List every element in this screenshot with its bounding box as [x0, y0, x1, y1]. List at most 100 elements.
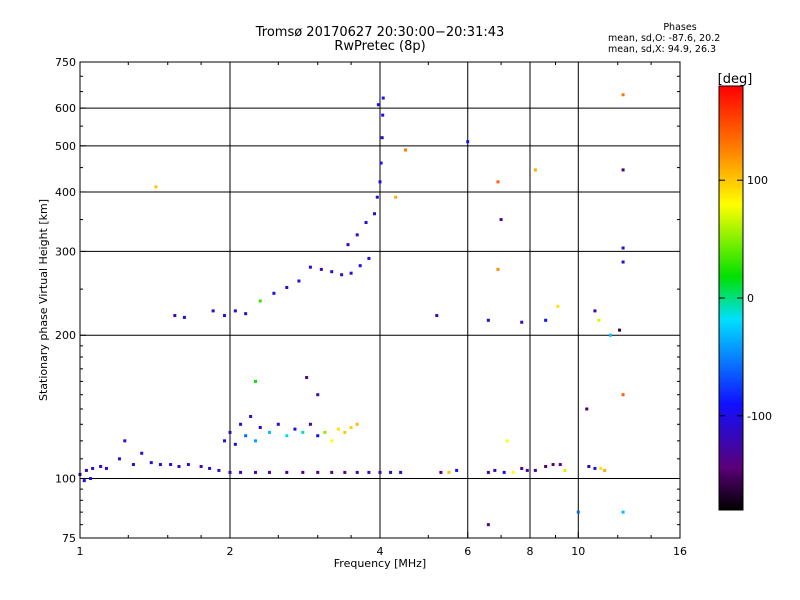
echo-point — [587, 464, 591, 468]
echo-point — [228, 470, 232, 474]
y-tick-label: 300 — [55, 245, 76, 258]
echo-point — [301, 430, 305, 434]
echo-point — [502, 470, 506, 474]
echo-point — [380, 136, 384, 140]
echo-point — [82, 479, 86, 483]
echo-point — [154, 185, 158, 189]
y-tick-label: 750 — [55, 56, 76, 69]
echo-point — [544, 464, 548, 468]
echo-point — [244, 312, 248, 316]
echo-point — [99, 464, 103, 468]
echo-point — [293, 427, 297, 431]
echo-point — [253, 439, 257, 443]
echo-point — [223, 439, 227, 443]
echo-point — [496, 267, 500, 271]
echo-point — [253, 379, 257, 383]
echo-point — [486, 523, 490, 527]
y-tick-label: 100 — [55, 473, 76, 486]
echo-point — [533, 468, 537, 472]
echo-point — [621, 168, 625, 172]
x-tick-label: 6 — [464, 545, 471, 558]
echo-point — [403, 148, 407, 152]
echo-point — [355, 233, 359, 237]
y-tick-label: 500 — [55, 140, 76, 153]
x-tick-label: 4 — [377, 545, 384, 558]
echo-point — [182, 315, 186, 319]
echo-point — [301, 470, 305, 474]
echo-point — [319, 267, 323, 271]
echo-point — [618, 328, 622, 332]
echo-point — [466, 140, 470, 144]
echo-point — [621, 260, 625, 264]
y-tick-label: 200 — [55, 329, 76, 342]
echo-point — [499, 218, 503, 222]
colorbar-label: [deg] — [718, 72, 753, 87]
echo-point — [131, 463, 135, 467]
echo-point — [267, 430, 271, 434]
echo-point — [597, 318, 601, 322]
echo-point — [379, 161, 383, 165]
echo-point — [249, 414, 253, 418]
echo-point — [563, 468, 567, 472]
echo-point — [285, 470, 289, 474]
echo-point — [373, 212, 377, 216]
echo-point — [123, 439, 127, 443]
echo-point — [349, 425, 353, 429]
echo-point — [533, 168, 537, 172]
echo-point — [258, 299, 262, 303]
x-tick-label: 2 — [227, 545, 234, 558]
echo-point — [267, 470, 271, 474]
echo-point — [272, 291, 276, 295]
echo-point — [544, 318, 548, 322]
echo-point — [486, 318, 490, 322]
echo-point — [525, 468, 529, 472]
echo-point — [233, 309, 237, 313]
echo-point — [104, 466, 108, 470]
echo-point — [211, 309, 215, 313]
y-tick-label: 400 — [55, 186, 76, 199]
echo-point — [316, 470, 320, 474]
echo-point — [556, 304, 560, 308]
echo-point — [258, 425, 262, 429]
echo-point — [140, 451, 144, 455]
echo-point — [117, 457, 121, 461]
echo-point — [603, 468, 607, 472]
echo-point — [364, 221, 368, 225]
echo-point — [343, 470, 347, 474]
y-tick-label: 600 — [55, 102, 76, 115]
echo-point — [239, 470, 243, 474]
echo-point — [585, 407, 589, 411]
echo-point — [330, 470, 334, 474]
x-tick-label: 16 — [673, 545, 687, 558]
echo-point — [621, 393, 625, 397]
y-axis-label: Stationary phase Virtual Height [km] — [37, 199, 50, 401]
echo-point — [239, 422, 243, 426]
phase-stats-x-mode: mean, sd,X: 94.9, 26.3 — [608, 44, 717, 55]
echo-point — [599, 466, 603, 470]
y-tick-label: 75 — [62, 532, 76, 545]
echo-point — [186, 463, 190, 467]
echo-point — [285, 285, 289, 289]
echo-point — [381, 113, 385, 117]
phase-stats-o-mode: mean, sd,O: -87.6, 20.2 — [608, 33, 721, 44]
echo-point — [486, 470, 490, 474]
echo-point — [223, 314, 227, 318]
echo-point — [435, 314, 439, 318]
echo-point — [89, 477, 93, 481]
echo-point — [493, 468, 497, 472]
echo-point — [593, 466, 597, 470]
colorbar-tick-label: 100 — [747, 174, 768, 187]
echo-point — [455, 468, 459, 472]
echo-point — [520, 320, 524, 324]
colorbar-tick-label: -100 — [747, 410, 772, 423]
echo-point — [208, 466, 212, 470]
echo-point — [244, 434, 248, 438]
echo-point — [308, 422, 312, 426]
echo-point — [169, 463, 173, 467]
echo-point — [511, 470, 515, 474]
echo-point — [158, 463, 162, 467]
echo-point — [340, 273, 344, 277]
phase-stats-heading: Phases — [663, 22, 697, 33]
echo-point — [177, 464, 181, 468]
